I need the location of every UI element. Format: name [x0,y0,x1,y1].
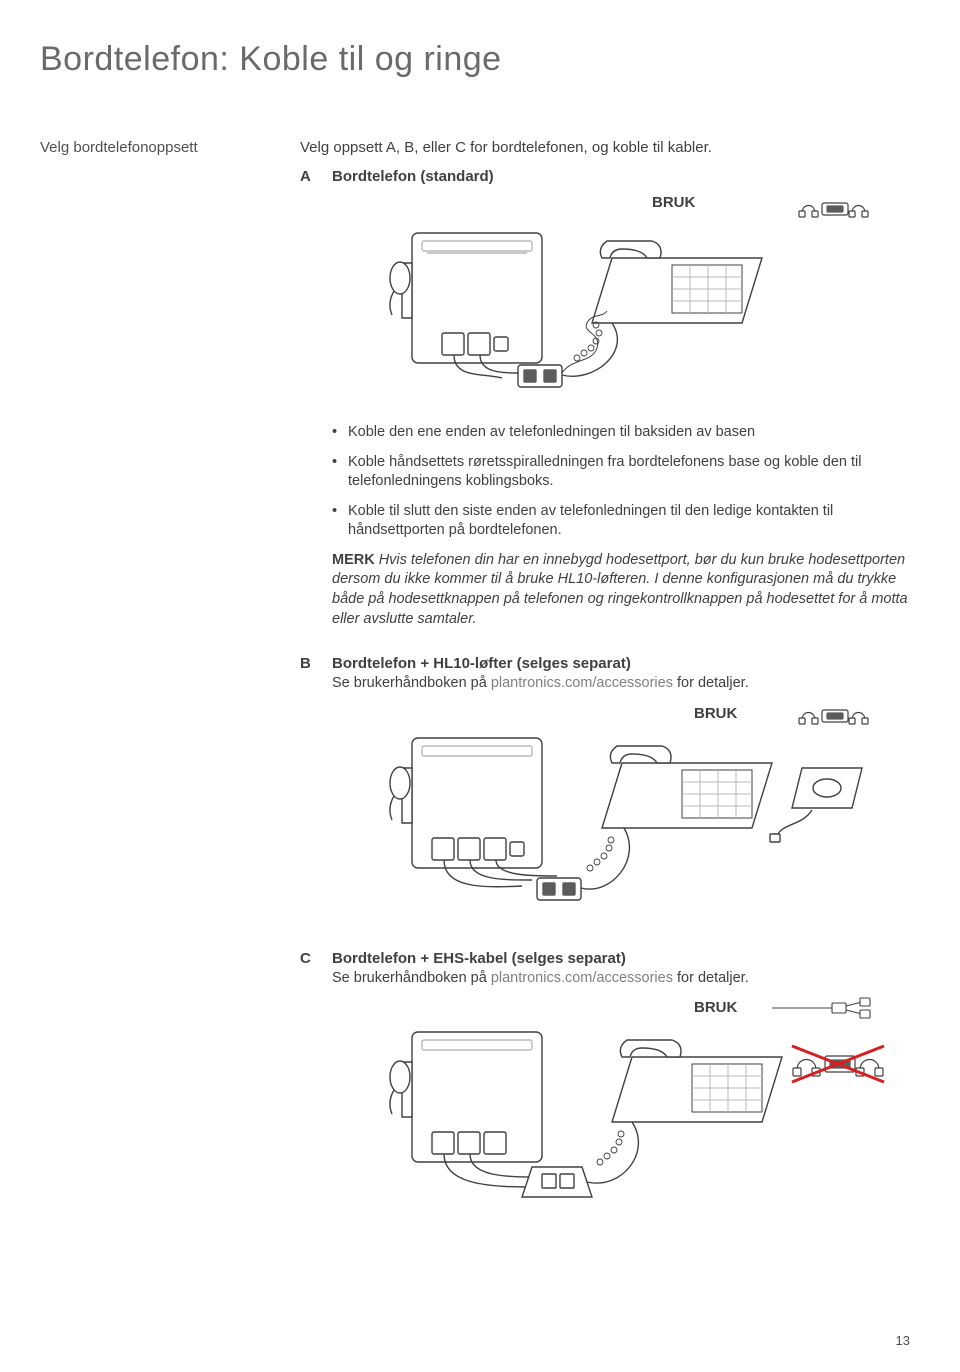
illustration-a: BRUK [332,189,912,413]
bullet-item: Koble håndsettets røretsspiralledningen … [332,453,912,492]
section-c-letter: C [300,950,318,967]
bullet-item: Koble til slutt den siste enden av telef… [332,502,912,541]
bruk-label-b: BRUK [694,705,737,722]
crossed-plug-icon [792,1046,884,1082]
diagram-b-icon [332,728,912,928]
illustration-b: BRUK [332,698,912,928]
section-b-heading: Bordtelefon + HL10-løfter (selges separa… [332,655,912,672]
left-side-label: Velg bordtelefonoppsett [40,139,260,156]
page-title: Bordtelefon: Koble til og ringe [40,40,910,79]
bullet-item: Koble den ene enden av telefonledningen … [332,423,912,443]
illustration-c: BRUK [332,992,912,1232]
plug-icon [799,710,868,724]
page-number: 13 [896,1333,910,1348]
intro-text: Velg oppsett A, B, eller C for bordtelef… [300,139,912,156]
section-a-bullets: Koble den ene enden av telefonledningen … [332,423,912,541]
section-a-letter: A [300,168,318,185]
diagram-a-icon [332,223,912,413]
note-text: Hvis telefonen din har en innebygd hodes… [332,552,908,627]
link-text: plantronics.com/accessories [491,675,673,691]
plug-icon [799,203,868,217]
section-a-note: MERKHvis telefonen din har en innebygd h… [332,551,912,629]
ehs-cable-icon [772,998,870,1018]
section-c-subline: Se brukerhåndboken på plantronics.com/ac… [332,969,912,989]
section-a-heading: Bordtelefon (standard) [332,168,912,185]
link-text: plantronics.com/accessories [491,970,673,986]
section-c-heading: Bordtelefon + EHS-kabel (selges separat) [332,950,912,967]
right-content: Velg oppsett A, B, eller C for bordtelef… [300,139,912,1242]
bruk-label-c: BRUK [694,999,737,1016]
section-b-subline: Se brukerhåndboken på plantronics.com/ac… [332,674,912,694]
diagram-c-icon [332,1022,912,1232]
note-label: MERK [332,552,375,568]
bruk-label-a: BRUK [652,194,695,211]
section-b-letter: B [300,655,318,672]
